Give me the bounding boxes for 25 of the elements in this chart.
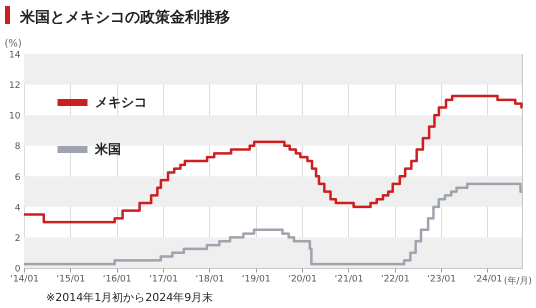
y-tick-label: 10: [9, 112, 21, 122]
chart-title: 米国とメキシコの政策金利推移: [5, 6, 230, 28]
x-tick-label: ‘19/01: [242, 274, 271, 284]
x-tick-label: ‘18/01: [195, 274, 224, 284]
legend-label: 米国: [94, 142, 121, 158]
x-tick-label: ‘23/01: [427, 274, 456, 284]
x-tick-label: ‘17/01: [149, 274, 178, 284]
y-axis-title: (%): [4, 38, 22, 50]
y-tick-label: 4: [14, 203, 21, 214]
x-tick-label: ‘15/01: [56, 274, 86, 284]
x-tick-label: ‘16/01: [102, 274, 132, 284]
y-tick-label: 0: [14, 264, 21, 274]
x-tick-label: ‘20/01: [288, 274, 317, 284]
x-axis-title: (年/月): [504, 276, 532, 286]
y-tick-label: 2: [14, 234, 20, 244]
legend-label: メキシコ: [95, 96, 147, 110]
y-tick-label: 14: [9, 50, 21, 60]
x-tick-label: ‘24/01: [473, 274, 502, 284]
x-tick-label: ‘22/01: [380, 274, 410, 284]
y-tick-label: 6: [14, 172, 21, 183]
y-tick-label: 8: [14, 142, 21, 152]
x-tick-label: ‘14/01: [10, 274, 39, 284]
x-tick-label: ‘21/01: [334, 274, 364, 284]
y-tick-label: 12: [9, 81, 20, 92]
text: ※2014年1月初から2024年9月末: [46, 290, 214, 305]
